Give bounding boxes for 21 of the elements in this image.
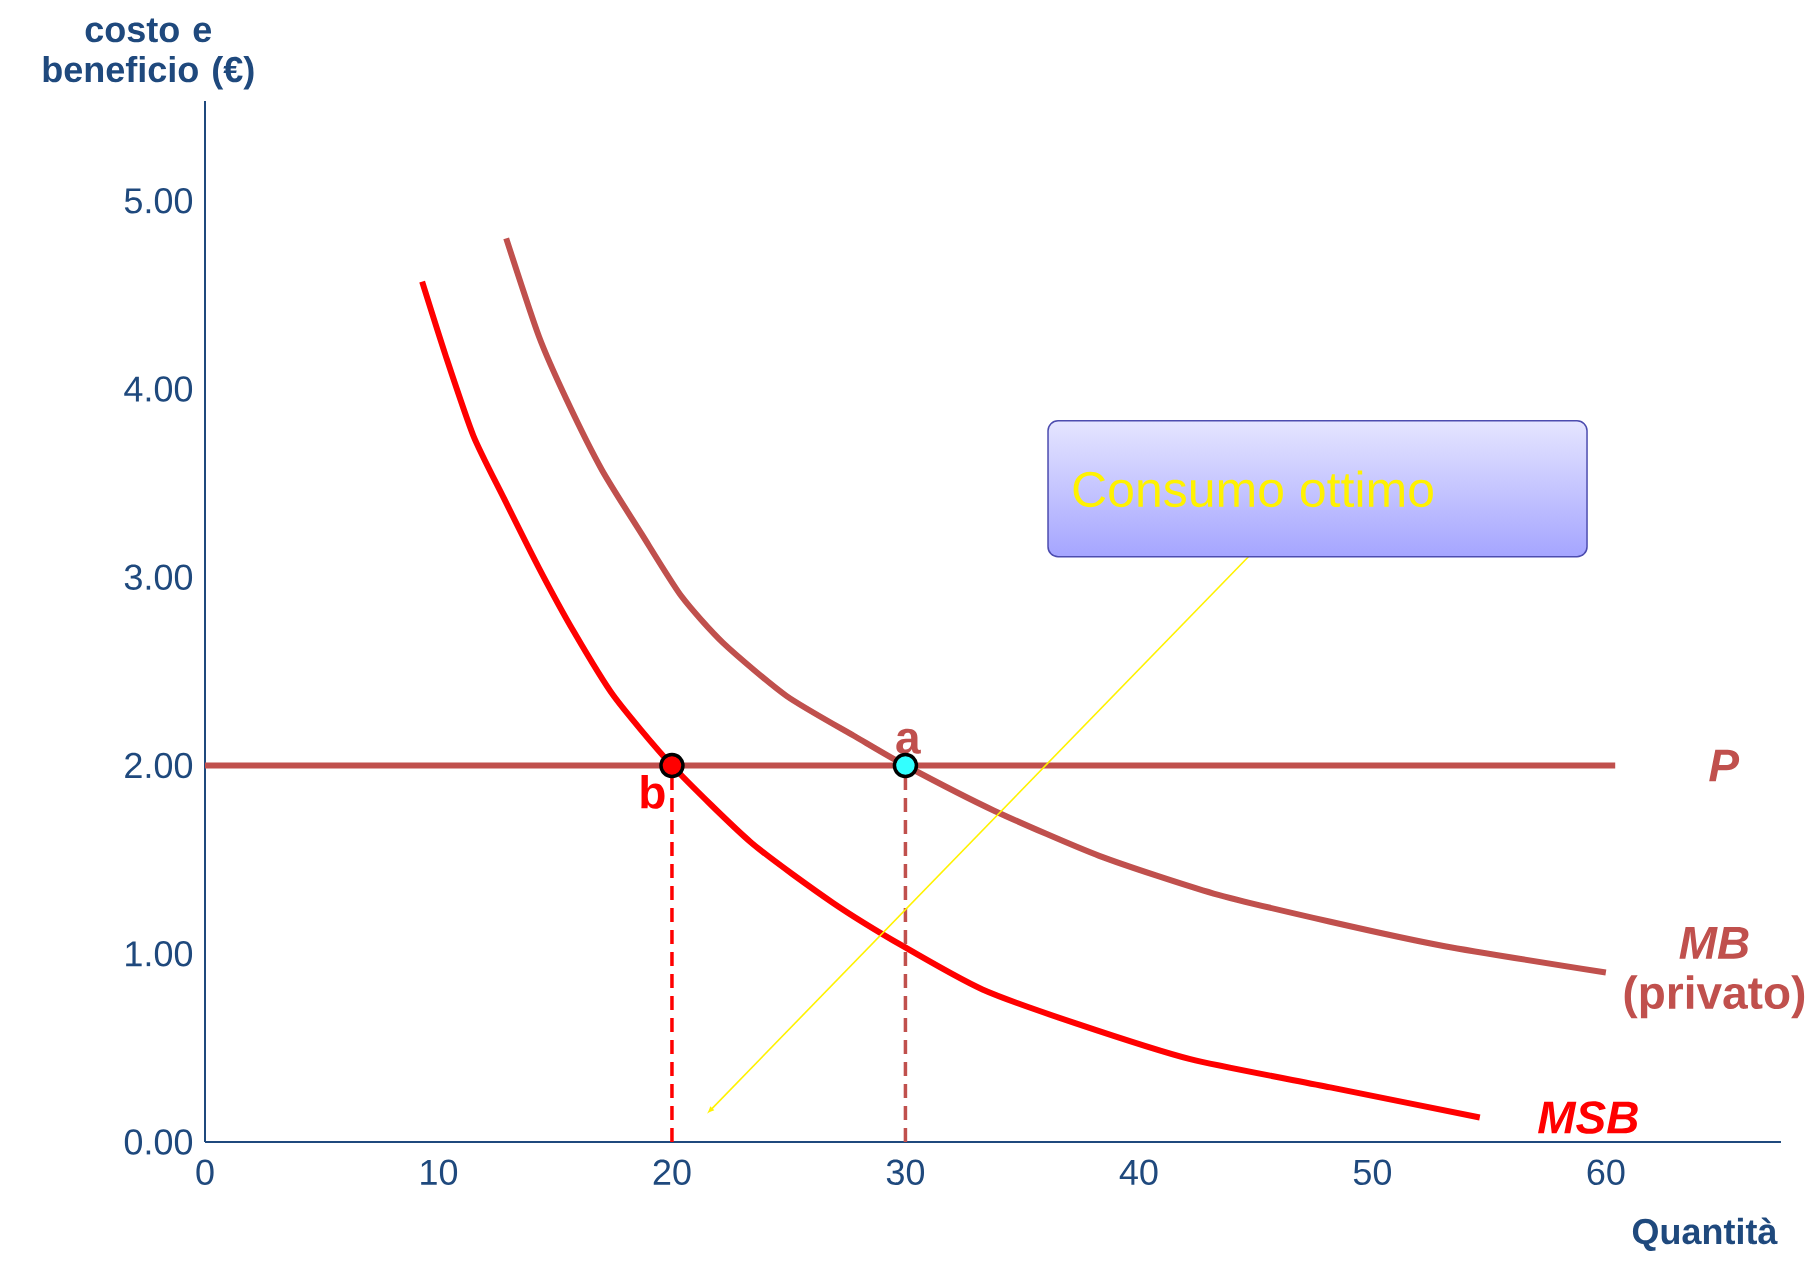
series-label: MB (privato) xyxy=(1624,926,1805,1019)
x-axis-title: Quantità xyxy=(1632,1217,1778,1252)
y-tick-label: 2.00 xyxy=(125,752,193,779)
annotation: Consumo ottimo xyxy=(1073,470,1433,508)
text: P xyxy=(1709,749,1740,782)
x-tick-label: 40 xyxy=(1119,1159,1158,1186)
series-label: MSB xyxy=(1538,1101,1638,1134)
y-tick-label: 5.00 xyxy=(124,188,193,214)
y-axis-title: costo e beneficio (€) xyxy=(43,18,254,90)
y-tick-label: 4.00 xyxy=(124,376,193,402)
y-tick-label: 1.00 xyxy=(126,941,193,967)
x-tick-label: 30 xyxy=(886,1159,925,1186)
x-tick-label: 50 xyxy=(1353,1159,1391,1186)
x-tick-label: 20 xyxy=(653,1159,691,1186)
x-tick-label: 10 xyxy=(421,1159,458,1186)
annotation: a xyxy=(896,728,921,754)
x-tick-label: 60 xyxy=(1587,1159,1625,1186)
annotation: b xyxy=(641,775,665,809)
x-tick-label: 0 xyxy=(196,1159,214,1186)
y-tick-label: 0.00 xyxy=(124,1129,193,1155)
y-tick-label: 3.00 xyxy=(124,564,193,590)
